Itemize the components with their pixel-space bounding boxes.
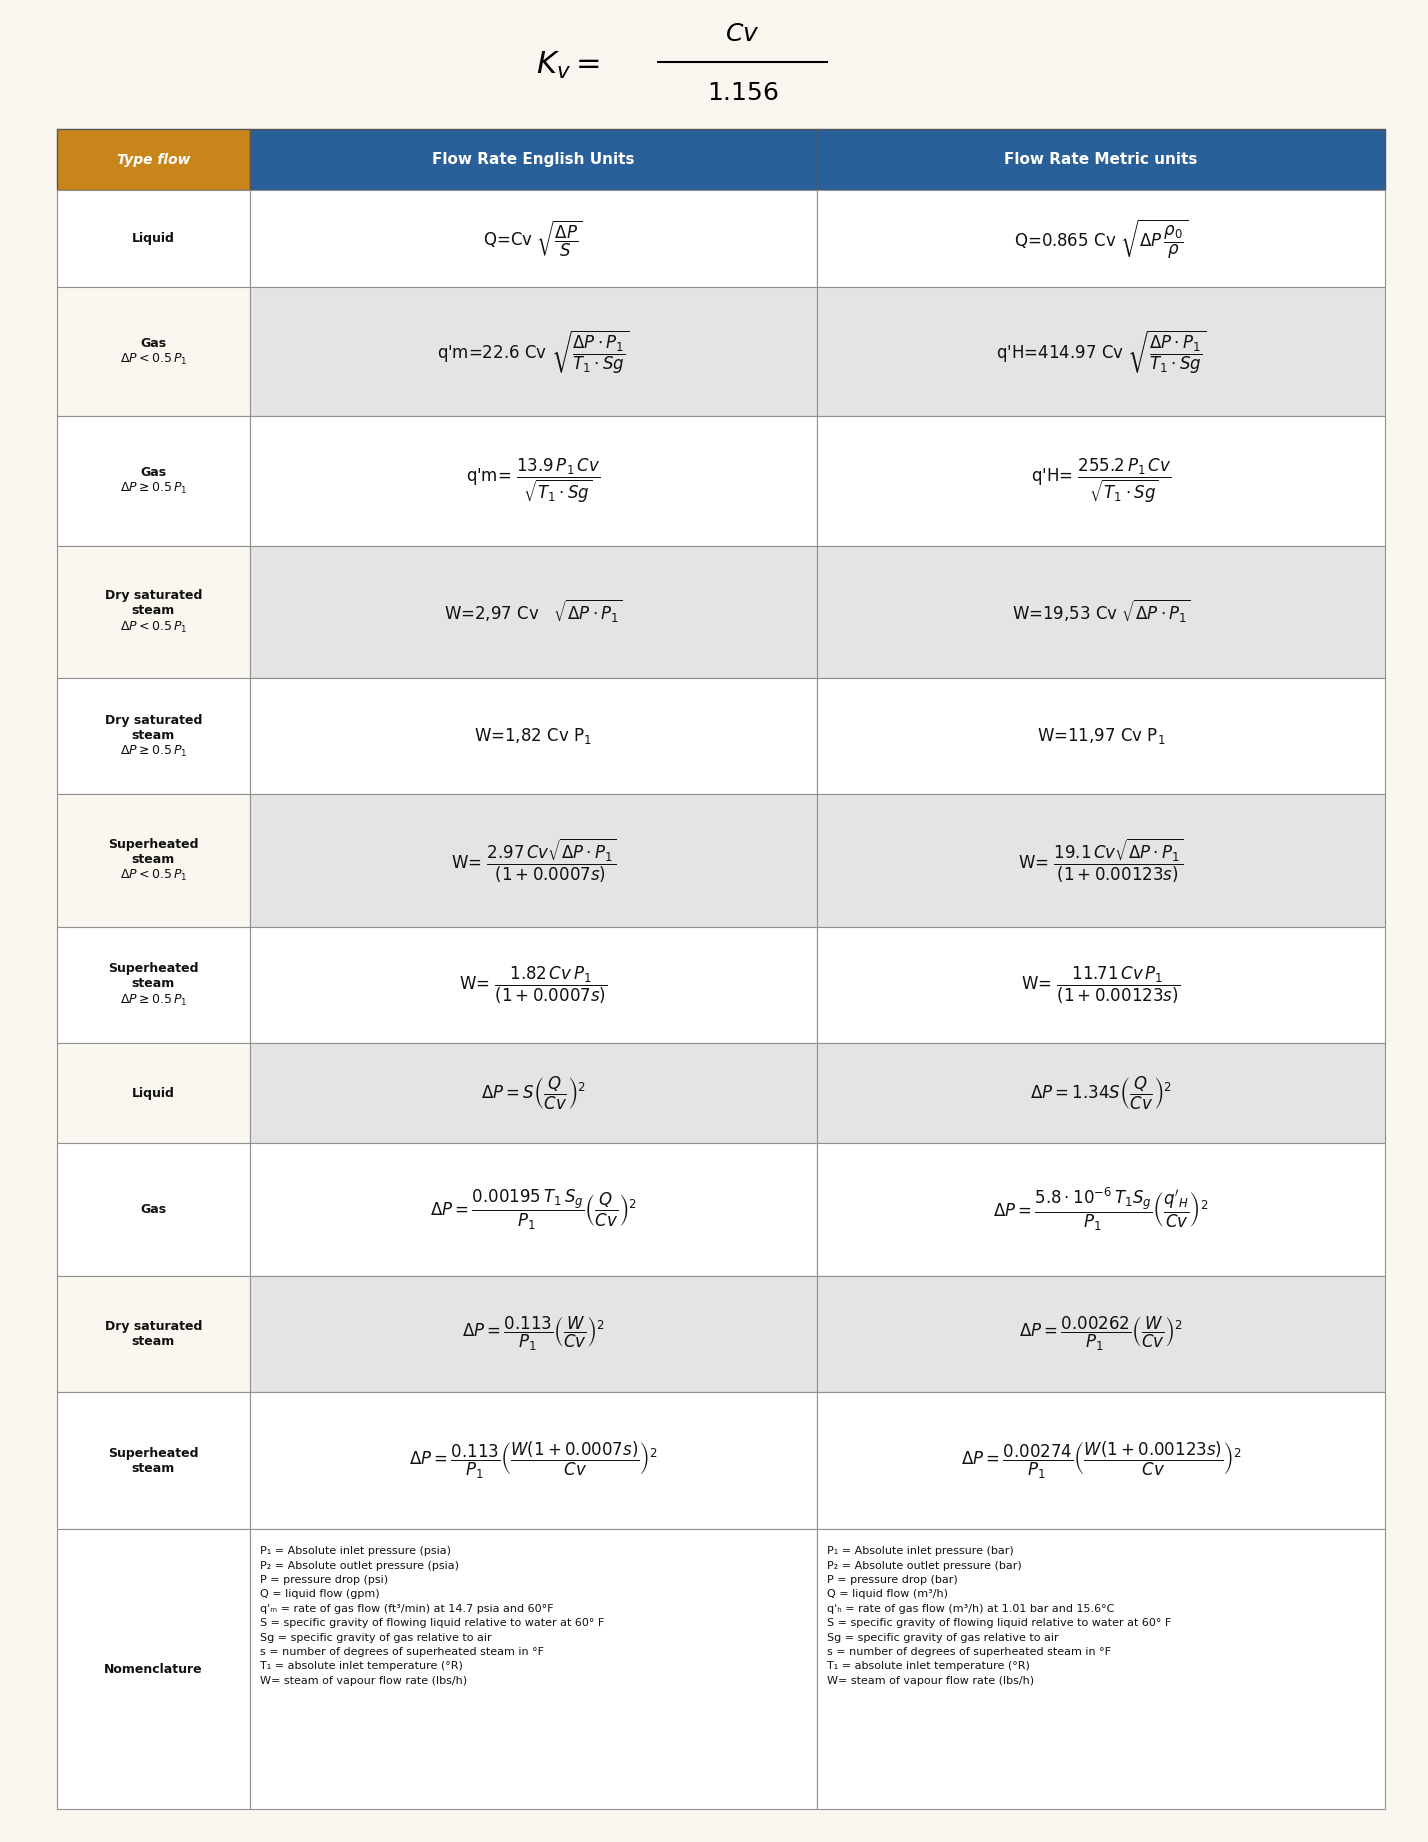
Bar (817, 416, 1385, 545)
Text: $\Delta P= \dfrac{0.00274}{P_1}\left(\dfrac{W(1+0.00123s)}{Cv}\right)^2$: $\Delta P= \dfrac{0.00274}{P_1}\left(\df… (961, 1440, 1241, 1481)
Bar (250, 1393, 817, 1529)
Bar (57, 1277, 250, 1393)
Text: $\Delta P= \dfrac{0.113}{P_1}\left(\dfrac{W}{Cv}\right)^2$: $\Delta P= \dfrac{0.113}{P_1}\left(\dfra… (461, 1315, 604, 1354)
Bar (57, 416, 250, 545)
Bar (817, 794, 1385, 927)
Text: W= $\dfrac{11.71\,Cv\,P_1}{(1+0.00123s)}$: W= $\dfrac{11.71\,Cv\,P_1}{(1+0.00123s)}… (1021, 965, 1181, 1006)
Text: q'm= $\dfrac{13.9\,P_1\,Cv}{\sqrt{T_1 \cdot Sg}}$: q'm= $\dfrac{13.9\,P_1\,Cv}{\sqrt{T_1 \c… (466, 457, 600, 505)
Text: W= $\dfrac{2.97\,Cv\sqrt{\Delta P \cdot P_1}}{(1+0.0007s)}$: W= $\dfrac{2.97\,Cv\sqrt{\Delta P \cdot … (450, 836, 615, 884)
Bar (57, 678, 250, 794)
Text: Dry saturated
steam
$\Delta P < 0.5\,P_1$: Dry saturated steam $\Delta P < 0.5\,P_1… (104, 589, 203, 634)
Text: q'H=414.97 Cv $\sqrt{\dfrac{\Delta P \cdot P_1}{T_1 \cdot Sg}}$: q'H=414.97 Cv $\sqrt{\dfrac{\Delta P \cd… (995, 328, 1207, 376)
Text: W=1,82 Cv P$_1$: W=1,82 Cv P$_1$ (474, 726, 593, 746)
Text: Type flow: Type flow (117, 153, 190, 166)
Bar (250, 190, 817, 287)
Text: $\Delta P= \dfrac{0.00262}{P_1}\left(\dfrac{W}{Cv}\right)^2$: $\Delta P= \dfrac{0.00262}{P_1}\left(\df… (1020, 1315, 1182, 1354)
Text: $Cv$: $Cv$ (725, 22, 760, 46)
Bar (57, 545, 250, 678)
Text: P₁ = Absolute inlet pressure (psia)
P₂ = Absolute outlet pressure (psia)
P = pre: P₁ = Absolute inlet pressure (psia) P₂ =… (260, 1545, 604, 1685)
Bar (250, 545, 817, 678)
Bar (250, 129, 817, 190)
Text: Flow Rate English Units: Flow Rate English Units (433, 153, 634, 168)
Bar (817, 1393, 1385, 1529)
Text: W= $\dfrac{1.82\,Cv\,P_1}{(1+0.0007s)}$: W= $\dfrac{1.82\,Cv\,P_1}{(1+0.0007s)}$ (458, 965, 607, 1006)
Text: $K_v=$: $K_v=$ (536, 50, 600, 81)
Text: P₁ = Absolute inlet pressure (bar)
P₂ = Absolute outlet pressure (bar)
P = press: P₁ = Absolute inlet pressure (bar) P₂ = … (827, 1545, 1171, 1685)
Text: Superheated
steam
$\Delta P < 0.5\,P_1$: Superheated steam $\Delta P < 0.5\,P_1$ (109, 838, 198, 884)
Text: W=11,97 Cv P$_1$: W=11,97 Cv P$_1$ (1037, 726, 1165, 746)
Text: $\Delta P= \dfrac{0.113}{P_1}\left(\dfrac{W(1+0.0007s)}{Cv}\right)^2$: $\Delta P= \dfrac{0.113}{P_1}\left(\dfra… (408, 1440, 658, 1481)
Bar (250, 927, 817, 1043)
Text: Gas: Gas (140, 1203, 167, 1216)
Text: Q=0.865 Cv $\sqrt{\Delta P\,\dfrac{\rho_0}{\rho}}$: Q=0.865 Cv $\sqrt{\Delta P\,\dfrac{\rho_… (1014, 217, 1188, 260)
Bar (250, 678, 817, 794)
Text: $\Delta P=S\left(\dfrac{Q}{Cv}\right)^2$: $\Delta P=S\left(\dfrac{Q}{Cv}\right)^2$ (481, 1074, 585, 1113)
Bar (57, 1529, 250, 1809)
Text: q'm=22.6 Cv $\sqrt{\dfrac{\Delta P \cdot P_1}{T_1 \cdot Sg}}$: q'm=22.6 Cv $\sqrt{\dfrac{\Delta P \cdot… (437, 328, 630, 376)
Text: W= $\dfrac{19.1\,Cv\sqrt{\Delta P \cdot P_1}}{(1+0.00123s)}$: W= $\dfrac{19.1\,Cv\sqrt{\Delta P \cdot … (1018, 836, 1184, 884)
Bar (57, 1393, 250, 1529)
Bar (57, 129, 250, 190)
Bar (817, 1144, 1385, 1277)
Text: Superheated
steam: Superheated steam (109, 1446, 198, 1475)
Bar (57, 794, 250, 927)
Text: Liquid: Liquid (131, 232, 174, 245)
Bar (57, 190, 250, 287)
Bar (817, 545, 1385, 678)
Bar (817, 1529, 1385, 1809)
Bar (57, 287, 250, 416)
Bar (250, 1043, 817, 1144)
Bar (817, 1277, 1385, 1393)
Bar (817, 287, 1385, 416)
Bar (250, 794, 817, 927)
Text: Dry saturated
steam
$\Delta P \geq 0.5\,P_1$: Dry saturated steam $\Delta P \geq 0.5\,… (104, 713, 203, 759)
Bar (817, 1043, 1385, 1144)
Text: $\Delta P=1.34S\left(\dfrac{Q}{Cv}\right)^2$: $\Delta P=1.34S\left(\dfrac{Q}{Cv}\right… (1030, 1074, 1172, 1113)
Text: Superheated
steam
$\Delta P \geq 0.5\,P_1$: Superheated steam $\Delta P \geq 0.5\,P_… (109, 962, 198, 1008)
Text: Flow Rate Metric units: Flow Rate Metric units (1004, 153, 1198, 168)
Bar (57, 927, 250, 1043)
Text: Liquid: Liquid (131, 1087, 174, 1100)
Bar (250, 1144, 817, 1277)
Bar (817, 190, 1385, 287)
Text: Dry saturated
steam: Dry saturated steam (104, 1321, 203, 1348)
Bar (250, 416, 817, 545)
Text: W=19,53 Cv $\sqrt{\Delta P \cdot P_1}$: W=19,53 Cv $\sqrt{\Delta P \cdot P_1}$ (1011, 599, 1191, 626)
Text: q'H= $\dfrac{255.2\,P_1\,Cv}{\sqrt{T_1 \cdot Sg}}$: q'H= $\dfrac{255.2\,P_1\,Cv}{\sqrt{T_1 \… (1031, 457, 1171, 505)
Bar (57, 1043, 250, 1144)
Bar (250, 1529, 817, 1809)
Bar (250, 287, 817, 416)
Text: Gas
$\Delta P < 0.5\,P_1$: Gas $\Delta P < 0.5\,P_1$ (120, 337, 187, 367)
Text: $\Delta P= \dfrac{0.00195\,T_1\,S_g}{P_1}\left(\dfrac{Q}{Cv}\right)^2$: $\Delta P= \dfrac{0.00195\,T_1\,S_g}{P_1… (430, 1188, 637, 1232)
Text: Gas
$\Delta P \geq 0.5\,P_1$: Gas $\Delta P \geq 0.5\,P_1$ (120, 466, 187, 495)
Text: Nomenclature: Nomenclature (104, 1663, 203, 1676)
Bar (817, 927, 1385, 1043)
Bar (817, 129, 1385, 190)
Bar (57, 1144, 250, 1277)
Bar (817, 678, 1385, 794)
Text: W=2,97 Cv   $\sqrt{\Delta P \cdot P_1}$: W=2,97 Cv $\sqrt{\Delta P \cdot P_1}$ (444, 599, 623, 626)
Text: $1.156$: $1.156$ (707, 81, 778, 105)
Bar (250, 1277, 817, 1393)
Text: Q=Cv $\sqrt{\dfrac{\Delta P}{S}}$: Q=Cv $\sqrt{\dfrac{\Delta P}{S}}$ (484, 219, 583, 260)
Text: $\Delta P= \dfrac{5.8 \cdot 10^{-6}\,T_1 S_g}{P_1}\left(\dfrac{q'_H}{Cv}\right)^: $\Delta P= \dfrac{5.8 \cdot 10^{-6}\,T_1… (992, 1186, 1210, 1232)
